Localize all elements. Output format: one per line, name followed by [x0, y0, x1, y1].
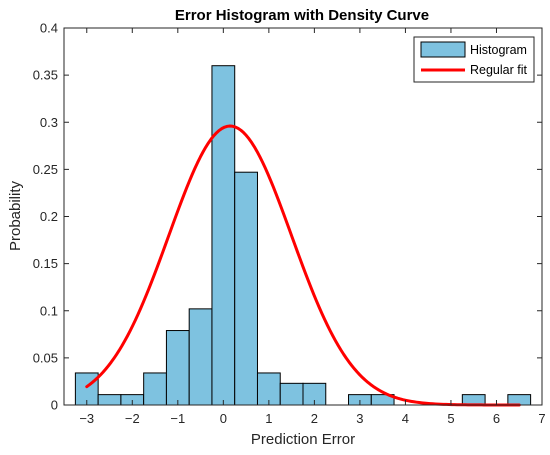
y-tick-label: 0.3 [40, 115, 58, 130]
x-tick-label: 2 [311, 411, 318, 426]
y-tick-label: 0.4 [40, 21, 58, 36]
legend-histogram-swatch [420, 41, 466, 58]
histogram-bar [188, 308, 213, 406]
y-axis-label: Probability [7, 180, 24, 251]
x-tick-label: 3 [356, 411, 363, 426]
histogram-bar [507, 394, 532, 406]
x-tick-label: −1 [170, 411, 185, 426]
histogram-bar [279, 382, 304, 406]
y-axis: 0 0.05 0.1 0.15 0.2 0.25 0.3 0.35 0.4 [33, 21, 542, 413]
y-tick-label: 0.15 [33, 256, 58, 271]
y-tick-label: 0 [51, 398, 58, 413]
legend-fit-label: Regular fit [470, 63, 527, 77]
y-tick-label: 0.2 [40, 209, 58, 224]
histogram-bar [211, 65, 236, 406]
legend-histogram-label: Histogram [470, 43, 527, 57]
x-tick-label: −2 [125, 411, 140, 426]
y-tick-label: 0.05 [33, 350, 58, 365]
regular-fit-curve [85, 124, 521, 407]
histogram-bar [165, 330, 190, 406]
x-tick-label: 0 [220, 411, 227, 426]
x-tick-label: 1 [265, 411, 272, 426]
y-tick-label: 0.35 [33, 68, 58, 83]
x-tick-label: 7 [538, 411, 545, 426]
chart-title: Error Histogram with Density Curve [175, 7, 429, 24]
histogram-bar [143, 372, 167, 406]
x-axis: −3 −2 −1 0 1 2 3 4 5 6 7 [79, 28, 546, 426]
y-tick-label: 0.1 [40, 303, 58, 318]
x-tick-label: 4 [402, 411, 409, 426]
x-axis-label: Prediction Error [251, 431, 355, 448]
histogram-bar [97, 394, 122, 406]
plot-area [64, 28, 542, 405]
x-tick-label: 6 [493, 411, 500, 426]
x-tick-label: −3 [79, 411, 94, 426]
x-tick-label: 5 [447, 411, 454, 426]
histogram-bars [74, 65, 532, 406]
histogram-bar [234, 171, 258, 406]
legend: Histogram Regular fit [413, 36, 535, 83]
y-tick-label: 0.25 [33, 162, 58, 177]
